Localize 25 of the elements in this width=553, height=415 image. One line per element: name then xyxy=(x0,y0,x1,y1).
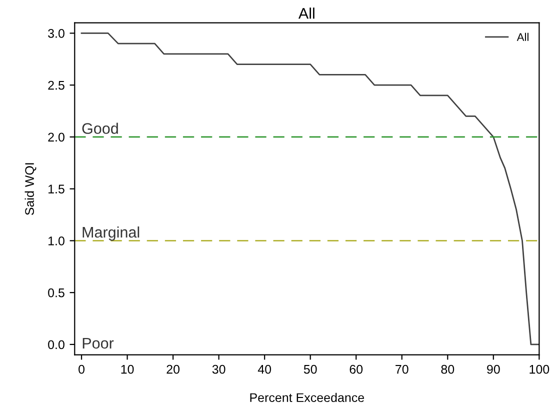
y-tick-label: 1.0 xyxy=(48,236,64,246)
x-tick-label: 30 xyxy=(212,364,226,374)
x-tick-label: 10 xyxy=(121,364,134,374)
x-axis-title: Percent Exceedance xyxy=(250,392,364,402)
x-tick-label: 40 xyxy=(258,364,272,374)
y-tick-label: 1.5 xyxy=(48,184,64,194)
y-tick-label: 0.0 xyxy=(48,340,64,350)
x-tick-label: 50 xyxy=(304,364,317,374)
y-tick-label: 2.5 xyxy=(48,80,64,90)
x-tick-label: 90 xyxy=(487,364,500,374)
x-tick-label: 0 xyxy=(78,364,85,374)
x-tick-label: 70 xyxy=(396,364,408,374)
chart-title: All xyxy=(298,8,314,19)
annotation: Poor xyxy=(82,338,114,349)
y-tick-label: 0.5 xyxy=(48,288,64,298)
x-tick-label: 100 xyxy=(530,364,550,374)
x-tick-label: 80 xyxy=(441,364,454,374)
ref-line-label: Marginal xyxy=(82,226,140,241)
legend-label: All xyxy=(516,32,528,41)
ref-line-label: Good xyxy=(82,122,118,134)
x-tick-label: 60 xyxy=(350,364,363,374)
y-tick-label: 2.0 xyxy=(48,132,64,142)
y-axis-title: Said WQI xyxy=(24,163,36,215)
x-tick-label: 20 xyxy=(166,364,180,374)
y-tick-label: 3.0 xyxy=(48,29,64,38)
